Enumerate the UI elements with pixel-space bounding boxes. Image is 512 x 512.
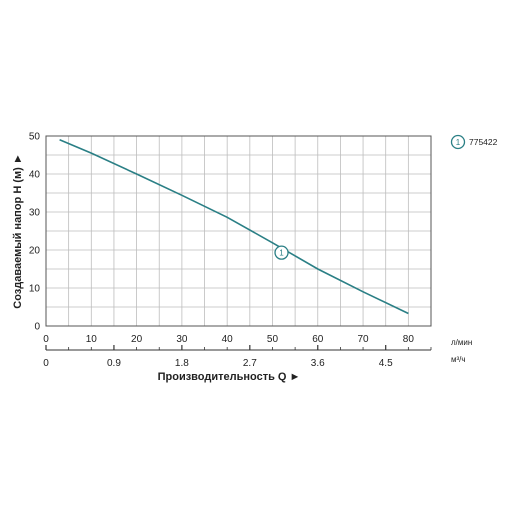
series-marker-circle: [274, 245, 289, 260]
legend-series-name: 775422: [469, 137, 498, 147]
x-unit-primary-label: л/мин: [451, 338, 472, 347]
x-unit-secondary-label: м³/ч: [451, 355, 466, 364]
x-secondary-tick-label: 2.7: [243, 358, 257, 369]
grid: [46, 136, 431, 326]
x-secondary-tick-label: 0.9: [107, 358, 121, 369]
x-tick-label: 30: [176, 334, 188, 345]
y-tick-label: 40: [29, 170, 41, 181]
x-tick-label: 80: [403, 334, 415, 345]
x-secondary-tick-label: 3.6: [311, 358, 325, 369]
y-tick-label: 20: [29, 246, 41, 257]
y-tick-label: 30: [29, 208, 41, 219]
x-tick-label: 70: [357, 334, 369, 345]
x-secondary-tick-label: 1.8: [175, 358, 189, 369]
plot-frame: [45, 135, 432, 327]
x-tick-label: 40: [222, 334, 234, 345]
legend: 1 775422: [450, 134, 498, 150]
x-tick-label: 20: [131, 334, 143, 345]
x-tick-label: 50: [267, 334, 279, 345]
axes: 0 10 20 30 40 50 0 10 20 30 40 50 60 70 80 0 0.9 1.8 2.7 3.…: [29, 132, 432, 369]
series-marker-number: 1: [279, 249, 284, 258]
legend-marker-circle: [450, 134, 466, 150]
x-axis-label: Производительность Q ►: [158, 371, 301, 383]
y-tick-label: 0: [34, 322, 40, 333]
y-tick-label: 10: [29, 284, 41, 295]
y-axis-label: Создаваемый напор H (м) ►: [12, 153, 24, 308]
x-tick-label: 10: [86, 334, 98, 345]
x-tick-label: 0: [43, 334, 49, 345]
x-secondary-tick-label: 4.5: [379, 358, 393, 369]
y-tick-label: 50: [29, 132, 41, 143]
x-secondary-tick-label: 0: [43, 358, 49, 369]
x-tick-label: 60: [312, 334, 324, 345]
series-line: [59, 139, 409, 315]
series-layer: 1: [59, 139, 409, 315]
legend-marker-number: 1: [456, 138, 461, 147]
